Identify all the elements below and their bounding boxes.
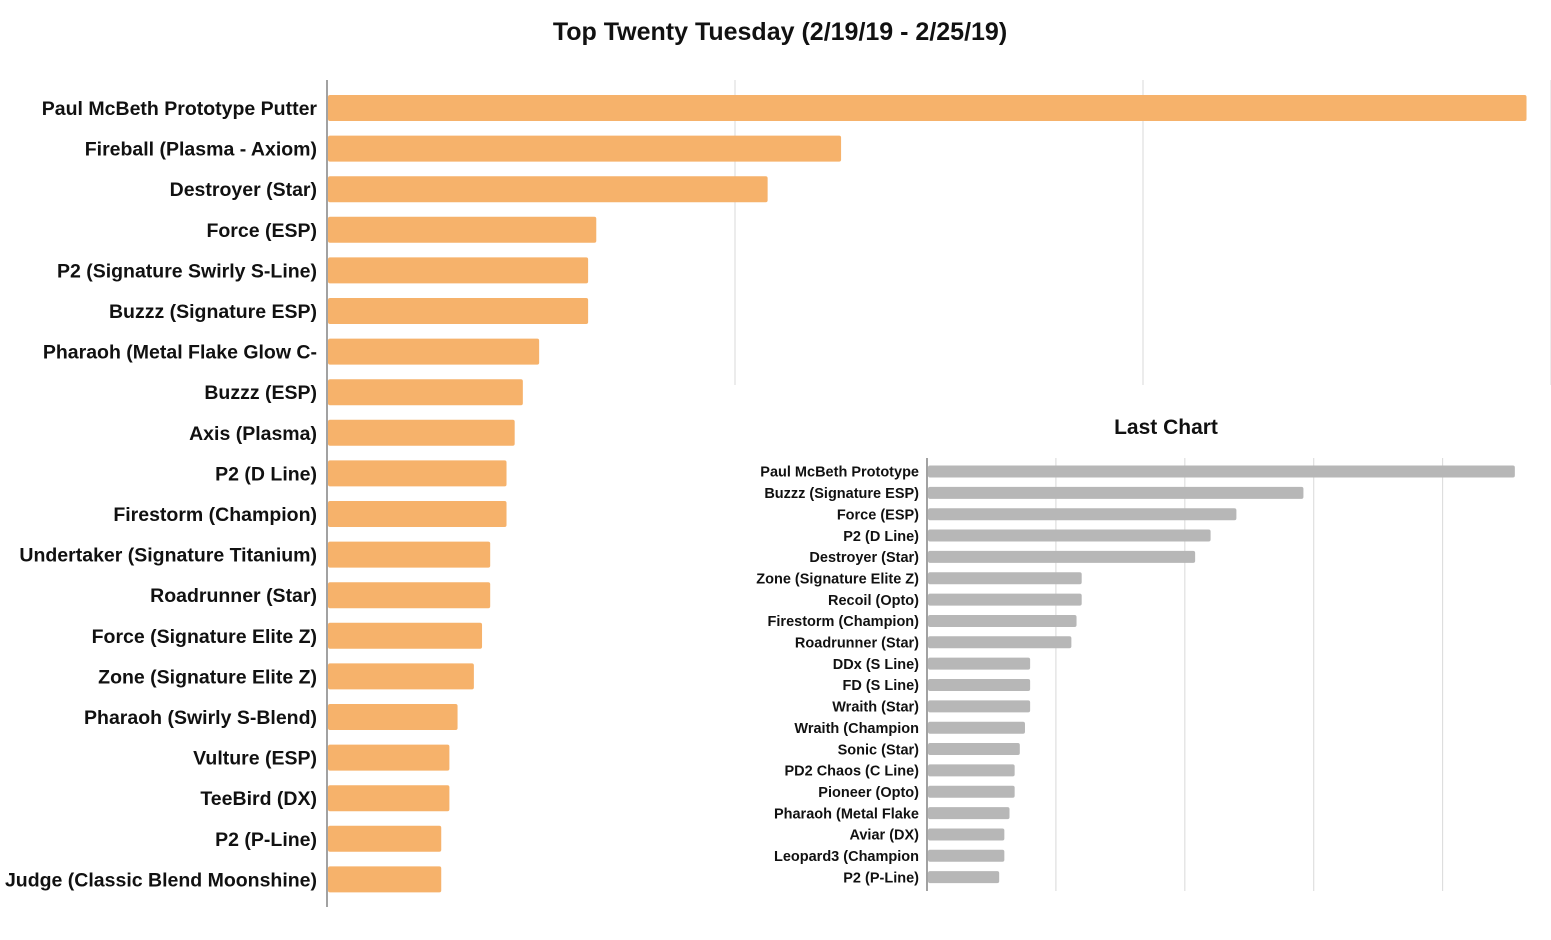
main-category-label: Force (Signature Elite Z)	[92, 626, 317, 648]
main-bar	[328, 704, 458, 730]
main-category-label: TeeBird (DX)	[200, 788, 317, 810]
inset-category-label: Buzzz (Signature ESP)	[764, 486, 919, 502]
inset-category-label: P2 (D Line)	[843, 529, 919, 545]
inset-bar	[928, 508, 1237, 521]
main-category-label: Force (ESP)	[206, 220, 317, 242]
inset-category-label: Leopard3 (Champion	[774, 849, 919, 865]
inset-bar	[928, 807, 1010, 820]
main-bar	[328, 866, 442, 893]
inset-category-label: Pioneer (Opto)	[818, 785, 919, 801]
inset-bar	[928, 465, 1515, 478]
inset-category-label: FD (S Line)	[842, 678, 919, 694]
inset-category-label: Pharaoh (Metal Flake	[774, 806, 919, 822]
main-bar	[328, 338, 540, 365]
inset-bar	[928, 764, 1015, 777]
inset-category-label: Zone (Signature Elite Z)	[756, 571, 919, 587]
inset-bar	[928, 657, 1031, 670]
main-chart-bars	[328, 95, 1527, 893]
main-chart-title: Top Twenty Tuesday (2/19/19 - 2/25/19)	[553, 18, 1007, 46]
main-category-label: Judge (Classic Blend Moonshine)	[5, 869, 317, 891]
main-bar	[328, 419, 515, 446]
inset-category-label: Aviar (DX)	[849, 828, 919, 844]
inset-bar	[928, 636, 1072, 649]
main-bar	[328, 825, 442, 852]
main-category-label: Firestorm (Champion)	[113, 504, 317, 526]
main-category-label: Pharaoh (Swirly S-Blend)	[84, 707, 317, 729]
inset-bar	[928, 828, 1005, 841]
inset-chart-gridlines	[1055, 458, 1444, 891]
main-category-label: Paul McBeth Prototype Putter	[42, 98, 318, 120]
main-category-label: Axis (Plasma)	[189, 423, 317, 445]
main-bar	[328, 744, 450, 771]
main-bar	[328, 501, 507, 527]
main-category-label: Vulture (ESP)	[193, 748, 317, 770]
main-category-label: Fireball (Plasma - Axiom)	[85, 139, 317, 161]
main-category-label: P2 (Signature Swirly S-Line)	[57, 260, 317, 282]
inset-bar	[928, 849, 1005, 862]
inset-bar	[928, 614, 1077, 627]
inset-bar	[928, 593, 1082, 606]
inset-category-label: Sonic (Star)	[838, 742, 920, 758]
main-category-label: Zone (Signature Elite Z)	[98, 666, 317, 688]
inset-category-label: Recoil (Opto)	[828, 593, 919, 609]
inset-bar	[928, 486, 1304, 499]
inset-category-label: Wraith (Star)	[832, 700, 919, 716]
main-bar	[328, 460, 507, 487]
inset-bar	[928, 572, 1082, 585]
main-bar	[328, 582, 491, 609]
main-category-label: Buzzz (Signature ESP)	[109, 301, 317, 323]
inset-bar	[928, 721, 1025, 734]
main-category-label: Destroyer (Star)	[170, 179, 317, 201]
main-bar	[328, 541, 491, 568]
inset-bar	[928, 679, 1031, 691]
main-bar	[328, 176, 768, 203]
inset-chart-category-labels: Paul McBeth Prototype Buzzz (Signature ES…	[756, 465, 919, 887]
inset-chart-bars	[928, 465, 1515, 884]
inset-category-label: Firestorm (Champion)	[768, 614, 920, 630]
main-bar	[328, 216, 597, 243]
main-category-label: Buzzz (ESP)	[204, 382, 317, 404]
main-category-label: Pharaoh (Metal Flake Glow C-	[43, 342, 317, 364]
inset-category-label: Destroyer (Star)	[809, 550, 919, 566]
main-category-label: Roadrunner (Star)	[150, 585, 317, 607]
main-bar	[328, 663, 474, 690]
main-bar	[328, 95, 1527, 121]
inset-bar	[928, 871, 1000, 884]
inset-category-label: Wraith (Champion	[794, 721, 919, 737]
inset-bar	[928, 700, 1031, 713]
main-category-label: Undertaker (Signature Titanium)	[19, 545, 317, 567]
main-chart-category-labels: Paul McBeth Prototype Putter Fireball (Pl…	[5, 98, 317, 891]
inset-category-label: PD2 Chaos (C Line)	[784, 764, 919, 780]
inset-chart-title: Last Chart	[1114, 416, 1218, 439]
main-bar	[328, 622, 483, 649]
inset-category-label: Roadrunner (Star)	[795, 636, 919, 652]
inset-bar	[928, 550, 1196, 563]
main-chart-gridlines	[734, 80, 1551, 385]
main-bar	[328, 379, 523, 406]
main-bar	[328, 785, 450, 812]
inset-category-label: DDx (S Line)	[833, 657, 919, 673]
main-bar	[328, 257, 589, 284]
main-bar	[328, 298, 589, 324]
inset-bar	[928, 529, 1211, 542]
inset-bar	[928, 785, 1015, 798]
inset-bar	[928, 743, 1020, 756]
main-category-label: P2 (P-Line)	[215, 829, 317, 851]
inset-category-label: Paul McBeth Prototype	[760, 465, 919, 481]
inset-category-label: P2 (P-Line)	[843, 870, 919, 886]
inset-category-label: Force (ESP)	[837, 507, 919, 523]
main-category-label: P2 (D Line)	[215, 463, 317, 485]
main-bar	[328, 135, 842, 162]
